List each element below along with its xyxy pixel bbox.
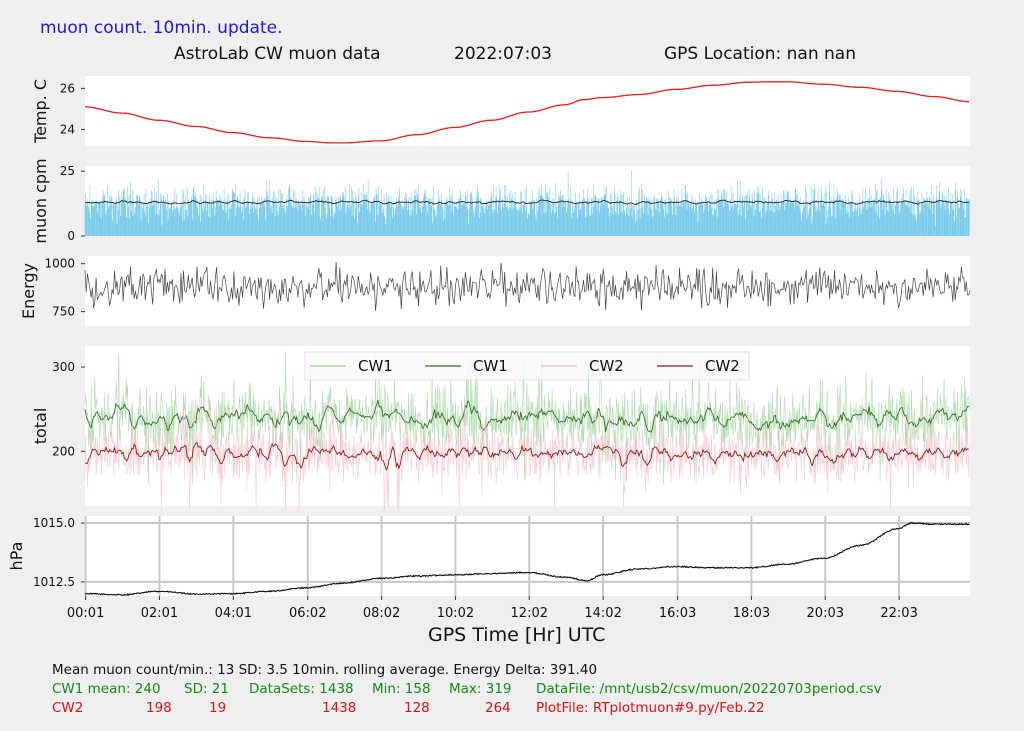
legend-label: CW1	[358, 357, 393, 375]
legend-label: CW1	[473, 357, 508, 375]
footer-summary: Mean muon count/min.: 13 SD: 3.5 10min. …	[52, 662, 598, 678]
legend-label: CW2	[705, 357, 740, 375]
chart-date: 2022:07:03	[454, 44, 552, 64]
y-tick-label: 750	[52, 305, 75, 319]
y-tick-label: 1012.5	[33, 575, 75, 589]
x-tick-label: 04:01	[215, 606, 252, 621]
x-tick-label: 08:02	[363, 606, 400, 621]
cw2-max: 264	[485, 700, 511, 716]
x-tick-label: 22:03	[880, 606, 917, 621]
x-tick-label: 06:02	[289, 606, 326, 621]
chart-title: AstroLab CW muon data	[174, 44, 381, 64]
pressure-line	[84, 521, 970, 597]
y-axis-label: Energy	[19, 263, 38, 319]
data-file: DataFile: /mnt/usb2/csv/muon/20220703per…	[536, 681, 882, 697]
plot-file: PlotFile: RTplotmuon#9.py/Feb.22	[536, 700, 765, 716]
energy-panel-background	[85, 256, 970, 326]
cw1-raw-line	[84, 351, 970, 485]
cw2-label: CW2	[52, 700, 84, 716]
y-axis-label: Temp. C	[31, 79, 50, 144]
x-tick-label: 18:03	[733, 606, 770, 621]
x-tick-label: 20:03	[807, 606, 844, 621]
x-tick-label: 16:03	[659, 606, 696, 621]
cw2-sd: 19	[209, 700, 227, 716]
cw2-min: 128	[404, 700, 430, 716]
x-tick-label: 12:02	[511, 606, 548, 621]
y-tick-label: 300	[52, 360, 75, 374]
cw2-raw-line	[84, 397, 970, 512]
temperature-line	[85, 81, 970, 144]
temperature-panel-background	[85, 76, 970, 146]
y-axis-label: muon cpm	[31, 158, 50, 243]
y-tick-label: 200	[52, 444, 75, 458]
y-axis-label: total	[31, 408, 50, 445]
cw1-max: Max: 319	[449, 681, 512, 697]
cw1-datasets: DataSets: 1438	[249, 681, 354, 697]
y-tick-label: 26	[60, 81, 75, 95]
y-tick-label: 24	[60, 123, 75, 137]
cw1-sd: SD: 21	[184, 681, 229, 697]
legend-label: CW2	[589, 357, 624, 375]
y-tick-label: 1015.0	[33, 516, 75, 530]
x-tick-label: 00:01	[67, 606, 104, 621]
muon-count-bars	[84, 170, 970, 236]
y-tick-label: 25	[60, 164, 75, 178]
cw2-average-line	[84, 441, 969, 471]
chart-subtitle: muon count. 10min. update.	[40, 18, 283, 38]
cw2-mean: 198	[146, 700, 172, 716]
muon-rolling-average	[84, 199, 969, 206]
y-tick-label: 1000	[44, 257, 75, 271]
pressure-panel-background	[85, 516, 970, 596]
x-axis-title: GPS Time [Hr] UTC	[428, 624, 606, 646]
y-tick-label: 0	[67, 229, 75, 243]
cw1-average-line	[84, 399, 969, 433]
cw1-mean: CW1 mean: 240	[52, 681, 161, 697]
energy-line	[84, 261, 971, 311]
x-tick-label: 10:02	[437, 606, 474, 621]
y-axis-label: hPa	[7, 542, 26, 571]
x-tick-label: 02:01	[141, 606, 178, 621]
cw2-datasets: 1438	[322, 700, 357, 716]
x-tick-label: 14:02	[584, 606, 621, 621]
gps-location: GPS Location: nan nan	[664, 44, 856, 64]
cw1-min: Min: 158	[372, 681, 431, 697]
